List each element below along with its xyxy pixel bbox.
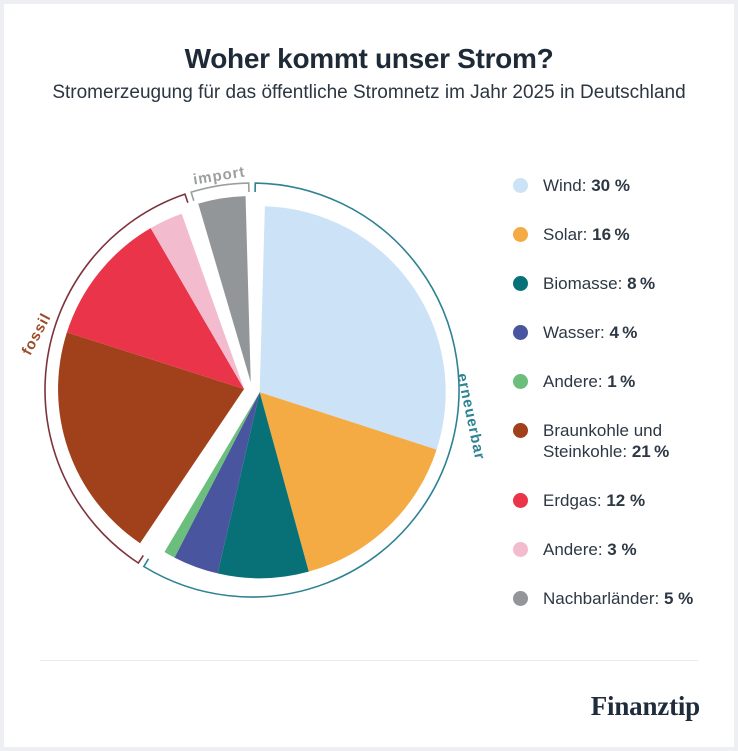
legend-dot-icon: [513, 423, 528, 438]
legend-label: Nachbarländer:: [543, 589, 664, 608]
pie-slice-andere: [150, 213, 245, 389]
legend-dot-icon: [513, 591, 528, 606]
legend-text: Nachbarländer: 5 %: [543, 588, 713, 609]
legend-value: 30 %: [591, 176, 630, 195]
legend-item: Solar: 16 %: [513, 224, 713, 245]
legend-label: Biomasse:: [543, 274, 628, 293]
legend-dot-icon: [513, 178, 528, 193]
legend-item: Erdgas: 12 %: [513, 490, 713, 511]
legend-text: Andere: 1 %: [543, 371, 713, 392]
legend-label: Wind:: [543, 176, 592, 195]
legend-text: Wasser: 4 %: [543, 322, 713, 343]
legend-dot-icon: [513, 325, 528, 340]
legend-value: 3 %: [607, 540, 637, 559]
legend-item: Wasser: 4 %: [513, 322, 713, 343]
page-title: Woher kommt unser Strom?: [184, 43, 554, 74]
legend-dot-icon: [513, 542, 528, 557]
brand-logo: Finanztip: [590, 691, 700, 721]
group-bracket-erneuerbar: [142, 182, 460, 598]
legend-text: Braunkohle und Steinkohle: 21 %: [543, 420, 713, 462]
group-label-import: import: [192, 163, 247, 188]
pie-chart-area: erneuerbar fossil import: [10, 150, 500, 630]
legend-value: 12 %: [606, 491, 646, 510]
legend-item: Andere: 1 %: [513, 371, 713, 392]
pie-slice-solar: [259, 392, 437, 572]
legend-item: Braunkohle und Steinkohle: 21 %: [513, 420, 713, 462]
legend-label: Andere:: [543, 540, 608, 559]
legend-label: Braunkohle und Steinkohle:: [543, 421, 663, 461]
legend-dot-icon: [513, 374, 528, 389]
legend: Wind: 30 % Solar: 16 % Biomasse: 8 % Wasser…: [513, 175, 713, 609]
group-bracket-fossil: [44, 193, 189, 565]
legend-text: Biomasse: 8 %: [543, 273, 713, 294]
legend-value: 21 %: [631, 442, 670, 461]
legend-value: 8 %: [627, 274, 656, 293]
legend-value: 4 %: [609, 323, 638, 342]
pie-slice-erdgas: [66, 228, 245, 389]
legend-item: Andere: 3 %: [513, 539, 713, 560]
pie-slice-braunkohle-und-steinkohle: [58, 332, 245, 544]
pie-slice-wind: [259, 206, 446, 450]
legend-text: Solar: 16 %: [543, 224, 713, 245]
legend-value: 16 %: [592, 225, 630, 244]
pie-slice-wasser: [174, 392, 260, 574]
legend-text: Andere: 3 %: [543, 539, 713, 560]
footer-divider: [40, 660, 698, 661]
legend-item: Wind: 30 %: [513, 175, 713, 196]
legend-item: Nachbarländer: 5 %: [513, 588, 713, 609]
group-label-erneuerbar: erneuerbar: [453, 372, 488, 462]
legend-value: 5 %: [663, 589, 694, 608]
legend-value: 1 %: [607, 372, 636, 391]
legend-label: Andere:: [543, 372, 608, 391]
pie-slice-andere: [164, 392, 260, 558]
legend-item: Biomasse: 8 %: [513, 273, 713, 294]
legend-label: Erdgas:: [543, 491, 607, 510]
legend-label: Solar:: [543, 225, 593, 244]
legend-dot-icon: [513, 493, 528, 508]
legend-dot-icon: [513, 276, 528, 291]
pie-slice-biomasse: [217, 392, 309, 579]
legend-label: Wasser:: [543, 323, 610, 342]
group-bracket-import: [190, 182, 250, 201]
legend-dot-icon: [513, 227, 528, 242]
page-subtitle: Stromerzeugung für das öffentliche Strom…: [52, 82, 686, 103]
pie-slice-nachbarländer: [198, 196, 251, 383]
legend-text: Erdgas: 12 %: [543, 490, 713, 511]
legend-text: Wind: 30 %: [543, 175, 713, 196]
